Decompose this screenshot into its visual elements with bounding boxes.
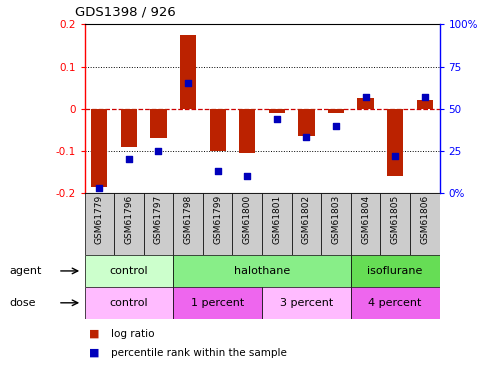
Bar [351, 193, 381, 255]
Bar [269, 109, 285, 113]
Point [155, 148, 162, 154]
Text: GSM61805: GSM61805 [391, 195, 399, 244]
Text: dose: dose [10, 298, 36, 308]
Text: GSM61806: GSM61806 [420, 195, 429, 244]
Bar [203, 193, 232, 255]
Text: percentile rank within the sample: percentile rank within the sample [111, 348, 287, 357]
Point [214, 168, 222, 174]
Point [362, 94, 369, 100]
Text: GSM61801: GSM61801 [272, 195, 281, 244]
Text: 1 percent: 1 percent [191, 298, 244, 308]
Text: GSM61803: GSM61803 [331, 195, 341, 244]
Bar [173, 255, 351, 287]
Point [125, 156, 133, 162]
Bar [232, 193, 262, 255]
Text: 3 percent: 3 percent [280, 298, 333, 308]
Text: control: control [110, 298, 148, 308]
Point [243, 173, 251, 179]
Bar [114, 193, 144, 255]
Point [184, 81, 192, 87]
Text: GSM61800: GSM61800 [243, 195, 252, 244]
Point [391, 153, 399, 159]
Text: GSM61779: GSM61779 [95, 195, 104, 244]
Point [332, 123, 340, 129]
Bar [85, 193, 114, 255]
Bar [85, 287, 173, 319]
Bar [262, 287, 351, 319]
Bar [351, 255, 440, 287]
Bar [357, 98, 374, 109]
Text: ■: ■ [89, 329, 100, 339]
Bar [262, 193, 292, 255]
Bar [210, 109, 226, 151]
Text: ■: ■ [89, 348, 100, 357]
Bar [173, 193, 203, 255]
Bar [298, 109, 314, 136]
Point [273, 116, 281, 122]
Text: GSM61798: GSM61798 [184, 195, 193, 244]
Text: GSM61804: GSM61804 [361, 195, 370, 244]
Bar [328, 109, 344, 113]
Text: GSM61797: GSM61797 [154, 195, 163, 244]
Bar [321, 193, 351, 255]
Text: GSM61799: GSM61799 [213, 195, 222, 244]
Text: GDS1398 / 926: GDS1398 / 926 [75, 6, 176, 19]
Point [421, 94, 428, 100]
Point [302, 135, 310, 141]
Bar [292, 193, 321, 255]
Bar [351, 287, 440, 319]
Bar [180, 35, 196, 109]
Point [96, 185, 103, 191]
Text: GSM61796: GSM61796 [125, 195, 133, 244]
Bar [85, 255, 173, 287]
Bar [173, 287, 262, 319]
Bar [239, 109, 256, 153]
Bar [91, 109, 107, 187]
Bar [417, 100, 433, 109]
Bar [410, 193, 440, 255]
Text: halothane: halothane [234, 266, 290, 276]
Bar [150, 109, 167, 138]
Bar [144, 193, 173, 255]
Text: log ratio: log ratio [111, 329, 155, 339]
Text: agent: agent [10, 266, 42, 276]
Bar [121, 109, 137, 147]
Text: 4 percent: 4 percent [369, 298, 422, 308]
Text: control: control [110, 266, 148, 276]
Text: GSM61802: GSM61802 [302, 195, 311, 244]
Text: isoflurane: isoflurane [368, 266, 423, 276]
Bar [381, 193, 410, 255]
Bar [387, 109, 403, 176]
